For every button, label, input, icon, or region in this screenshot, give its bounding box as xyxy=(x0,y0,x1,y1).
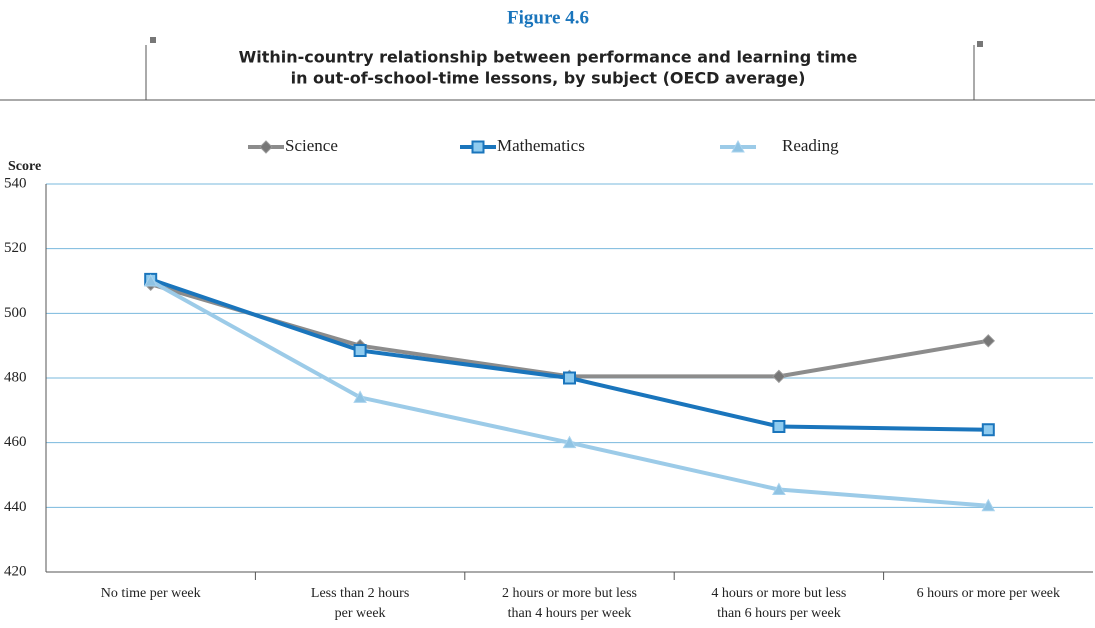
point xyxy=(772,369,786,384)
y-axis-label: Score xyxy=(8,159,41,174)
point xyxy=(981,423,995,437)
legend-marker xyxy=(731,139,745,153)
x-tick-label: Less than 2 hours per week xyxy=(311,586,409,621)
legend-label: Science xyxy=(285,136,338,155)
point xyxy=(353,390,367,403)
point xyxy=(562,435,577,449)
y-tick-label: 480 xyxy=(4,369,27,385)
legend-marker xyxy=(471,140,485,154)
point xyxy=(353,344,367,358)
legend-label: Mathematics xyxy=(497,136,585,155)
decor-square xyxy=(977,41,983,47)
legend-marker xyxy=(259,140,273,154)
x-tick-label: 6 hours or more per week xyxy=(917,586,1060,601)
y-tick-label: 420 xyxy=(4,563,27,579)
point xyxy=(981,498,996,512)
chart-subtitle: in out-of-school-time lessons, by subjec… xyxy=(291,69,806,88)
point xyxy=(772,482,786,496)
point xyxy=(772,420,786,433)
decor-square xyxy=(150,37,156,43)
legend-label: Reading xyxy=(782,136,839,155)
y-tick-label: 520 xyxy=(4,240,27,256)
x-tick-label: No time per week xyxy=(101,586,201,601)
x-tick-label: 4 hours or more but less than 6 hours per… xyxy=(711,586,846,621)
point xyxy=(563,371,576,385)
series-line xyxy=(149,279,989,508)
series-line xyxy=(150,277,989,432)
x-tick-label: 2 hours or more but less than 4 hours per… xyxy=(502,586,637,621)
series-line xyxy=(150,282,989,379)
y-tick-label: 460 xyxy=(4,434,27,450)
y-tick-label: 500 xyxy=(4,305,27,321)
point xyxy=(143,273,158,287)
point xyxy=(981,334,996,348)
chart-subtitle: Within-country relationship between perf… xyxy=(239,48,858,67)
y-tick-label: 440 xyxy=(4,499,27,515)
chart-title: Figure 4.6 xyxy=(507,7,589,28)
y-tick-label: 540 xyxy=(4,175,27,191)
